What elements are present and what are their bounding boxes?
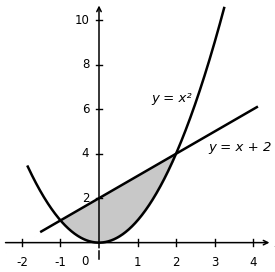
Text: 1: 1 xyxy=(134,256,141,269)
Text: 8: 8 xyxy=(82,58,89,72)
Text: 2: 2 xyxy=(172,256,180,269)
Text: 0: 0 xyxy=(81,255,88,268)
Text: 2: 2 xyxy=(82,192,89,205)
Text: 4: 4 xyxy=(249,256,257,269)
Text: -2: -2 xyxy=(16,256,28,269)
Text: 4: 4 xyxy=(82,147,89,160)
Text: -1: -1 xyxy=(54,256,67,269)
Text: y = x²: y = x² xyxy=(151,92,192,105)
Text: x: x xyxy=(274,236,275,250)
Text: 3: 3 xyxy=(211,256,218,269)
Text: y: y xyxy=(99,0,108,1)
Text: 6: 6 xyxy=(82,103,89,116)
Text: 10: 10 xyxy=(75,14,89,27)
Text: y = x + 2: y = x + 2 xyxy=(209,141,272,154)
